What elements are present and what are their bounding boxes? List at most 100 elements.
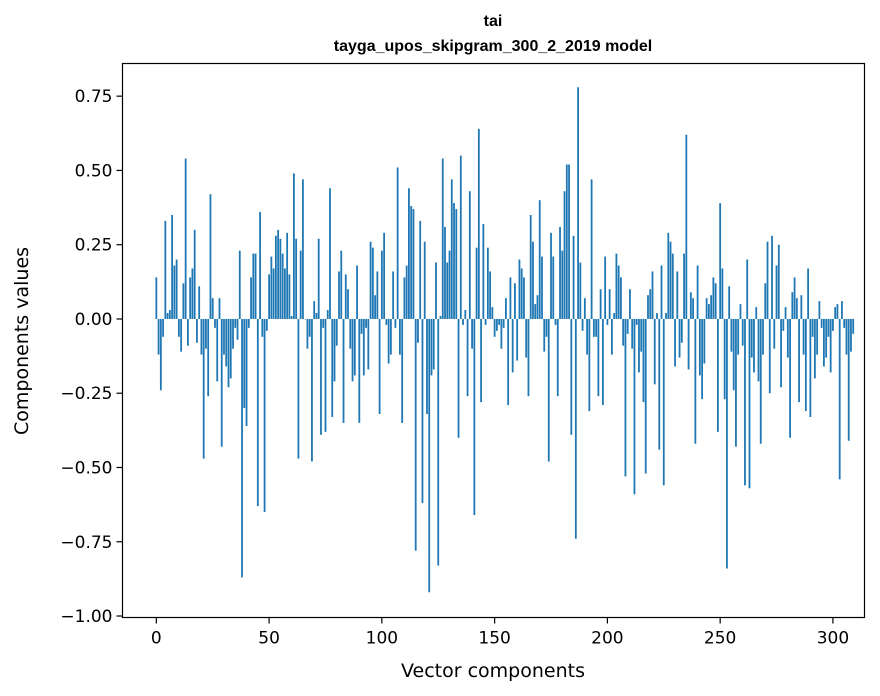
bar [412,209,415,319]
bar [543,318,546,352]
bar [737,318,740,355]
bar [209,194,212,319]
bar [252,253,255,319]
bar [371,247,374,319]
bar [441,158,444,319]
bar [750,318,753,358]
bar [329,188,331,319]
bar [613,313,616,319]
bar [514,283,516,319]
bar [730,318,733,352]
bar [229,318,232,379]
bar [615,253,618,319]
bar [811,318,814,337]
bar [223,318,225,355]
bar [755,307,758,319]
bar [656,313,658,319]
bar [577,87,579,319]
bar [568,164,570,319]
bar [482,223,485,319]
bar [789,318,791,438]
bar [457,318,460,438]
bar [595,318,598,337]
bar [254,253,257,319]
bar [437,318,440,566]
bar [825,318,828,358]
bar [847,318,850,441]
bar [335,318,338,346]
bar [351,318,354,382]
bar [701,318,704,400]
bar [259,212,261,319]
bar [780,318,782,388]
bar [689,292,692,319]
bar [378,318,381,415]
x-tick-label: 100 [366,629,398,649]
bar [171,215,174,319]
bar [550,232,552,319]
bar [311,318,313,462]
y-tick-label: −0.25 [60,384,112,404]
bar [353,318,356,376]
bar [394,318,397,328]
bar [466,318,469,397]
y-tick-label: −0.75 [60,533,112,553]
bar [166,313,169,319]
bar [164,220,167,319]
bar [358,318,361,423]
bar [211,298,214,319]
bar [698,318,701,376]
bar [529,215,532,319]
bar [173,265,176,319]
bar [518,259,521,319]
bar [256,318,259,507]
bar [583,298,586,319]
bar [356,265,358,319]
x-tick-label: 150 [478,629,510,649]
bar [640,318,643,352]
bar [534,304,537,319]
bar [232,318,234,349]
bar [523,277,525,319]
bar [838,318,841,480]
bar [798,318,800,403]
bar [516,318,519,361]
bar [746,259,749,319]
bar [658,318,661,450]
bar [559,226,561,319]
bar [511,318,514,373]
bar [784,307,787,319]
bar [193,229,196,319]
bar [191,268,194,319]
bar [250,277,252,319]
bar [177,318,180,337]
bar [775,265,778,319]
bar [626,318,629,334]
bar [635,318,638,325]
y-tick-label: 0.00 [75,310,113,330]
bar [184,158,187,319]
bar [493,318,496,337]
bar [279,238,282,319]
bar [414,318,417,551]
bar [671,253,674,319]
bar [662,318,665,486]
bar [782,318,785,331]
bar [383,232,386,319]
bar [608,289,611,319]
bar [728,286,731,319]
y-tick-label: 0.50 [75,161,113,181]
bar [214,318,216,328]
bar [850,318,852,352]
bar [651,271,654,319]
bar [448,250,451,319]
bar [243,318,246,409]
x-tick-label: 300 [817,629,849,649]
bar [241,318,243,578]
bar [732,318,735,391]
bar [234,318,237,328]
bar [290,315,293,319]
bar [604,256,607,319]
bar [674,318,676,367]
y-ticks: 0.75 0.50 0.25 0.00 −0.25 −0.50 −0.75 −1.00 [60,87,123,627]
